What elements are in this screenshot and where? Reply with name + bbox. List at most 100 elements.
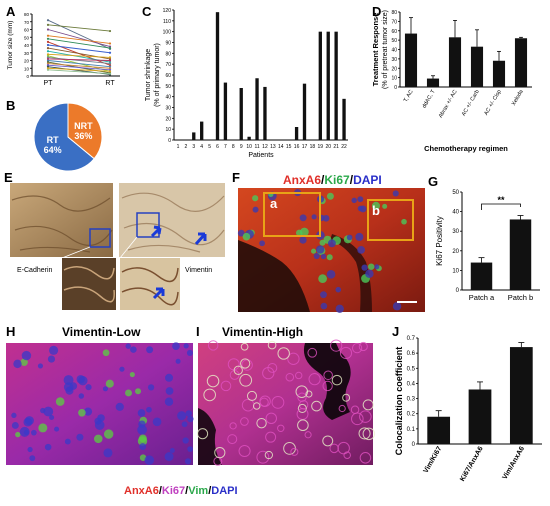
cell-outline [220, 380, 232, 392]
nucleus [357, 205, 364, 212]
x-tick-label: 22 [341, 144, 347, 150]
data-point [46, 67, 50, 70]
ecadherin-texture [11, 195, 113, 253]
y-tick-label: 50 [452, 190, 459, 196]
data-point [108, 45, 112, 48]
y-tick-label: 40 [24, 43, 30, 48]
nucleus [49, 415, 55, 421]
cell-outline [362, 427, 376, 441]
nucleus [21, 350, 32, 361]
x-tick-label: 6 [216, 144, 219, 150]
series-line [47, 56, 111, 65]
x-tick-label: ddAC, T [421, 88, 437, 109]
bar [200, 121, 204, 140]
nucleus [313, 252, 320, 260]
y-tick-label: 10 [391, 76, 397, 82]
nucleus [392, 301, 402, 311]
bar [492, 60, 506, 87]
x-tick-label: 5 [208, 144, 211, 150]
y-tick-label: 30 [452, 229, 459, 235]
cell-outline [323, 370, 333, 381]
nucleus [146, 406, 152, 413]
y-tick-label: 70 [165, 62, 171, 68]
cell-outline [265, 412, 278, 425]
nucleus [326, 254, 333, 261]
nucleus [259, 240, 265, 247]
data-point [46, 43, 50, 47]
x-axis-label: Chemotherapy regimen [424, 144, 508, 153]
cell-outline [227, 434, 238, 445]
nucleus [401, 218, 407, 225]
data-point [108, 51, 112, 54]
cell-outline [229, 422, 237, 430]
nucleus [327, 239, 336, 248]
bar [470, 46, 484, 87]
data-point [108, 65, 112, 68]
cell-outline [351, 343, 363, 354]
panel-h-title: Vimentin-Low [62, 325, 141, 339]
data-point [108, 67, 112, 70]
cell-outline [359, 452, 372, 464]
y-axis-label: Tumor size (mm) [7, 21, 14, 70]
nucleus [27, 446, 33, 453]
nucleus [94, 434, 103, 444]
nucleus [11, 412, 17, 418]
cell-outline [214, 447, 226, 459]
cell-outline [262, 366, 275, 380]
nucleus [103, 448, 113, 458]
stroma-region [238, 240, 310, 312]
bar [255, 78, 259, 140]
cell-outline [311, 400, 322, 412]
nucleus [371, 201, 381, 210]
cell-outline [238, 444, 251, 458]
nucleus [346, 234, 353, 241]
nucleus [326, 270, 336, 279]
nucleus [186, 349, 193, 356]
nucleus [299, 236, 307, 244]
nucleus [144, 455, 155, 465]
cell-outline [246, 390, 257, 401]
nucleus [164, 397, 174, 406]
cell-outline [285, 372, 295, 382]
cell-outline [207, 340, 219, 351]
nucleus [169, 447, 175, 453]
nucleus [137, 424, 148, 435]
x-tick-label: 3 [192, 144, 195, 150]
patch-b-box [367, 199, 414, 241]
data-point [46, 59, 50, 62]
cell-outline [295, 371, 303, 380]
nucleus [335, 304, 344, 313]
panel-f: AnxA6/Ki67/DAPI a b [237, 173, 425, 313]
nucleus [29, 455, 36, 462]
data-point [108, 72, 112, 75]
y-tick-label: 0 [412, 442, 416, 448]
data-point [46, 53, 50, 56]
nucleus [85, 384, 92, 391]
nucleus [252, 195, 259, 202]
y-tick-label: 80 [24, 12, 30, 17]
cell-outline [305, 390, 313, 398]
nucleus [19, 426, 30, 437]
pie-slice-rt [33, 102, 95, 172]
y-axis-label: (% of primary tumor) [154, 43, 161, 107]
bar [215, 12, 220, 141]
nucleus [104, 429, 114, 439]
y-axis-label: Treatment Response [371, 13, 380, 87]
y-tick-label: 30 [165, 106, 171, 112]
nucleus [392, 190, 399, 197]
series-line [47, 35, 111, 44]
nucleus [130, 346, 137, 353]
cell-outline [256, 450, 270, 464]
nucleus [105, 379, 114, 388]
x-tick-label: AC +/- Cisp [483, 89, 502, 116]
bar [318, 31, 322, 141]
data-point [46, 50, 50, 53]
nucleus [54, 426, 60, 432]
y-tick-label: 0.5 [407, 366, 416, 372]
x-tick-label: Vim/Ki67 [423, 445, 444, 474]
cell-outline [239, 373, 253, 387]
nucleus [295, 229, 303, 237]
bar [404, 33, 418, 87]
cell-outline [206, 374, 220, 388]
